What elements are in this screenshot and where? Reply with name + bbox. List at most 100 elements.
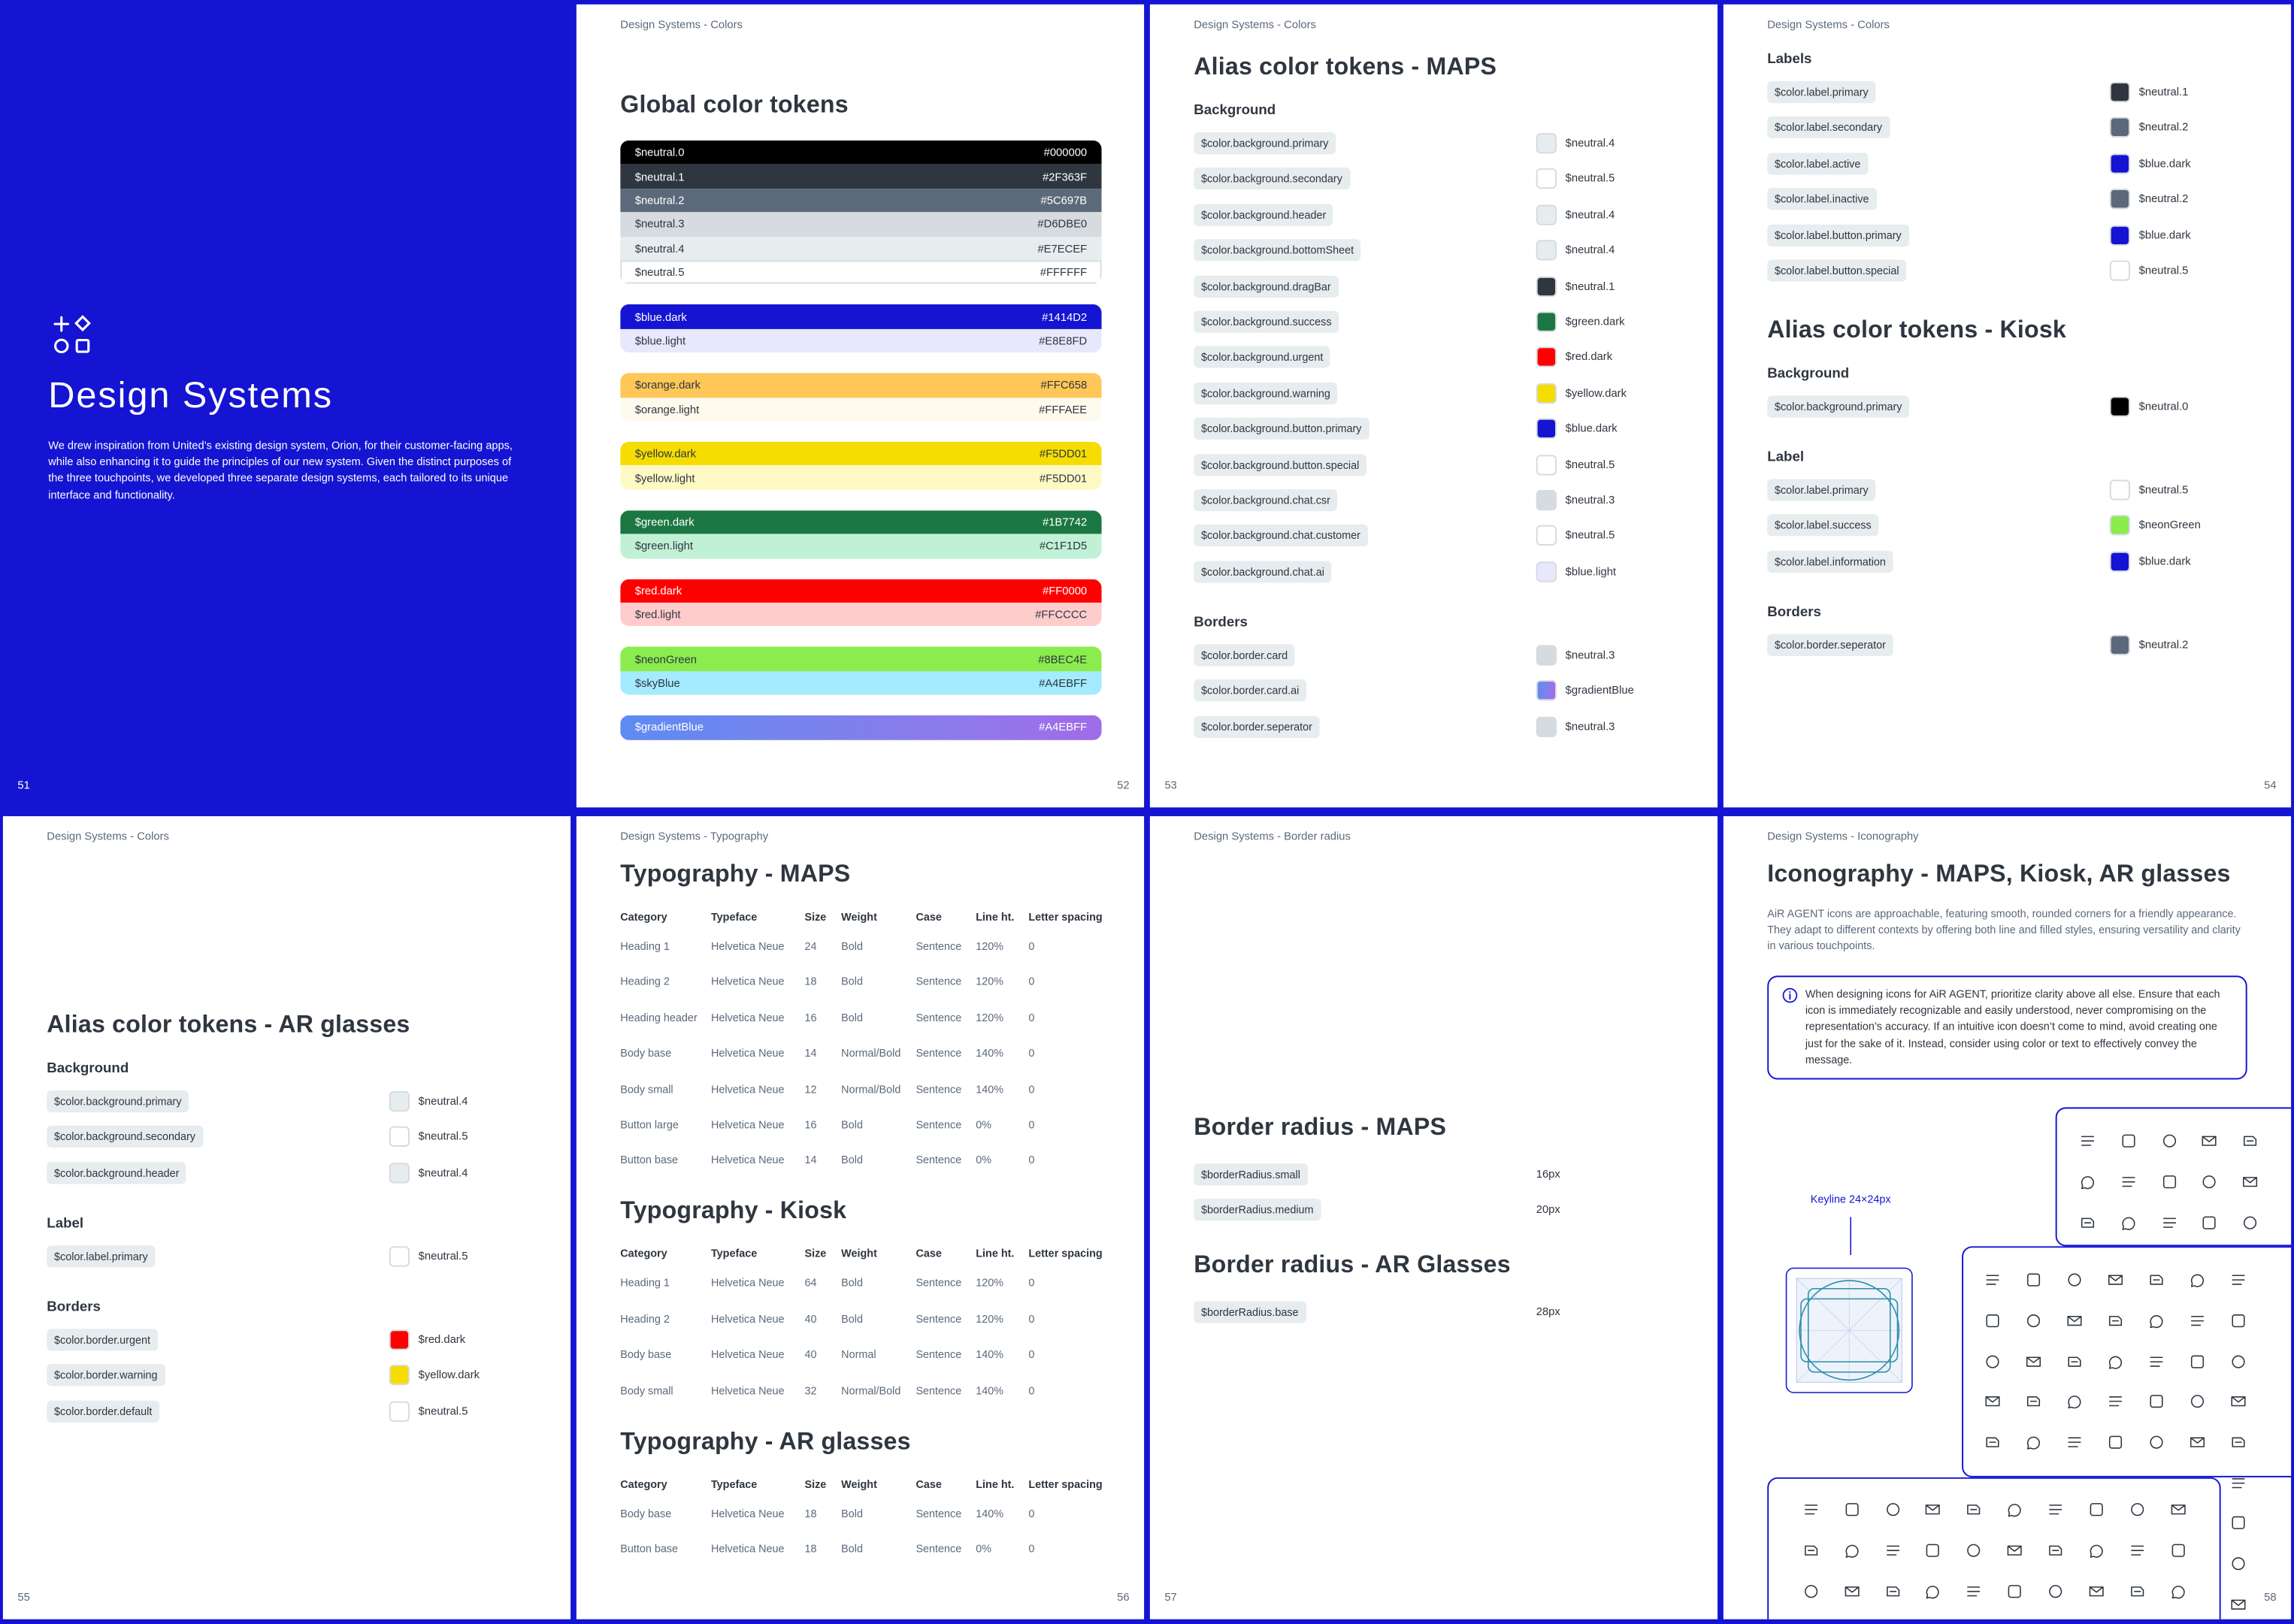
color-swatch [1536, 454, 1557, 475]
token-value: $neutral.1 [1565, 279, 1615, 292]
table-cell: Sentence [915, 1506, 962, 1520]
table-cell: Bold [841, 1312, 863, 1326]
note-box: When designing icons for AiR AGENT, prio… [1767, 975, 2247, 1080]
token-chip: $color.border.card [1194, 643, 1295, 667]
token-hex: #8BEC4E [1038, 652, 1088, 666]
token-chip: $color.background.chat.customer [1194, 525, 1368, 547]
slide: Design Systems - Colors 54 Labels $color.la… [1723, 4, 2292, 808]
token-name: $yellow.light [634, 470, 695, 485]
section-label: Design Systems - Iconography [1767, 830, 1919, 843]
token-name: $green.dark [634, 516, 695, 529]
table-cell: Sentence [915, 1011, 962, 1024]
page-number: 51 [17, 778, 30, 792]
token-hex: #C1F1D5 [1039, 539, 1088, 553]
swatch-row: $red.light #FFCCCC [620, 602, 1102, 627]
table-cell: 18 [804, 1506, 817, 1520]
table-cell: 0 [1028, 1506, 1035, 1520]
table-cell: Sentence [915, 1046, 962, 1060]
token-value: $neutral.3 [1565, 493, 1615, 507]
color-swatch [389, 1245, 410, 1267]
slide-title: Iconography - MAPS, Kiosk, AR glasses [1767, 860, 2231, 888]
token-hex: #5C697B [1040, 193, 1088, 207]
token-chip: $color.label.primary [47, 1244, 156, 1268]
token-value: $neonGreen [2138, 519, 2201, 532]
column-header: Letter spacing [1028, 1247, 1103, 1261]
slide: Design Systems - Colors 53 Alias color tok… [1149, 4, 1718, 808]
swatch-group: $orange.dark #FFC658 $orange.light #FFFAEE [620, 373, 1102, 422]
table-cell: 0 [1028, 1011, 1035, 1024]
section-label: Design Systems - Colors [1767, 17, 1890, 32]
slide-title: Alias color tokens - MAPS [1194, 53, 1497, 80]
token-chip: $color.label.information [1767, 550, 1893, 573]
token-value: $neutral.1 [2138, 85, 2189, 98]
swatch-row: $neutral.5 #FFFFFF [620, 260, 1102, 285]
token-hex: #A4EBFF [1039, 676, 1088, 690]
swatch-row: $neutral.1 #2F363F [620, 164, 1102, 189]
token-chip: $color.border.default [47, 1399, 160, 1423]
token-value: $neutral.4 [1565, 207, 1615, 221]
table-cell: Bold [841, 1276, 863, 1290]
table-cell: Helvetica Neue [710, 939, 785, 953]
token-hex: #A4EBFF [1039, 721, 1088, 734]
slide: 51 Design Systems We drew inspiration from… [2, 4, 571, 808]
info-icon [1782, 987, 1798, 1003]
token-chip: $color.background.header [47, 1162, 187, 1184]
section-title: Border radius - MAPS [1194, 1114, 1447, 1141]
token-value: $neutral.5 [2138, 482, 2189, 497]
column-header: Size [804, 1247, 827, 1261]
token-name: $neutral.1 [634, 169, 685, 183]
keyline-wide [1800, 1298, 1899, 1362]
table-cell: 16 [804, 1011, 817, 1024]
table-cell: Normal/Bold [841, 1046, 901, 1060]
table-cell: Bold [841, 1506, 863, 1520]
color-swatch [2109, 189, 2130, 210]
token-value: $yellow.dark [1565, 386, 1627, 400]
token-name: $neutral.5 [634, 265, 685, 280]
table-cell: 140% [976, 1384, 1004, 1397]
color-swatch [1536, 133, 1557, 154]
table-cell: Button base [620, 1542, 679, 1556]
keyline-square [1807, 1287, 1891, 1373]
table-cell: 140% [976, 1347, 1004, 1362]
token-value: $neutral.2 [2138, 120, 2189, 135]
swatch-group: $green.dark #1B7742 $green.light #C1F1D5 [620, 510, 1102, 558]
square-shape [75, 338, 90, 353]
color-swatch [1536, 680, 1557, 701]
page-number: 57 [1164, 1590, 1177, 1604]
color-swatch [389, 1127, 410, 1148]
table-cell: Helvetica Neue [710, 975, 785, 989]
table-cell: 140% [976, 1082, 1004, 1096]
table-cell: 120% [976, 1312, 1004, 1326]
token-name: $green.light [634, 539, 693, 553]
swatch-row: $yellow.dark #F5DD01 [620, 441, 1102, 466]
table-cell: 0 [1028, 1312, 1035, 1326]
table-cell: 120% [976, 939, 1004, 953]
column-header: Typeface [710, 1247, 758, 1261]
section-heading: Labels [1767, 51, 1812, 68]
table-cell: Helvetica Neue [710, 1011, 785, 1024]
token-hex: #E7ECEF [1037, 241, 1088, 256]
table-cell: 40 [804, 1312, 817, 1326]
column-header: Case [915, 1477, 942, 1491]
token-chip: $color.background.secondary [47, 1126, 203, 1148]
swatch-group: $neutral.0 #000000 $neutral.1 #2F363F $neutr… [620, 140, 1102, 285]
table-cell: 0% [976, 1542, 992, 1556]
page-number: 53 [1164, 778, 1177, 792]
token-value: $green.dark [1565, 314, 1625, 328]
color-swatch [1536, 347, 1557, 368]
table-cell: Helvetica Neue [710, 1276, 785, 1290]
token-name: $orange.dark [634, 378, 701, 392]
table-cell: 0 [1028, 1542, 1035, 1556]
color-swatch [1536, 311, 1557, 332]
token-value: $neutral.3 [1565, 719, 1615, 733]
table-cell: Bold [841, 1117, 863, 1132]
token-hex: #FFFAEE [1039, 402, 1088, 416]
note-text: When designing icons for AiR AGENT, prio… [1805, 987, 2220, 1066]
keyline-diagram [1785, 1217, 1913, 1393]
column-header: Letter spacing [1028, 1477, 1103, 1491]
token-hex: #FFFFFF [1040, 265, 1088, 280]
column-header: Case [915, 910, 942, 924]
token-value: $blue.light [1565, 564, 1617, 578]
table-cell: Helvetica Neue [710, 1384, 785, 1397]
token-chip: $borderRadius.small [1194, 1163, 1308, 1186]
